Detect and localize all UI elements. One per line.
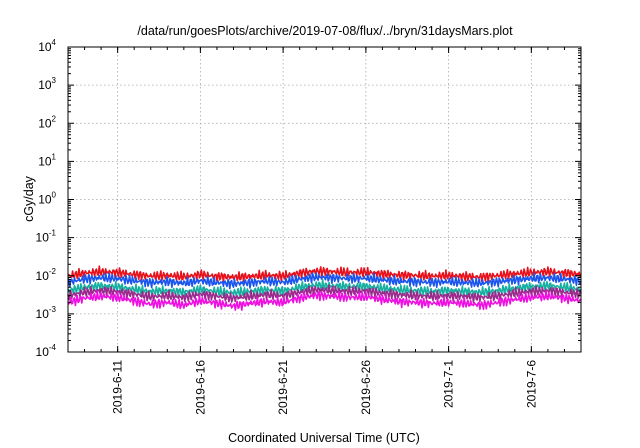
x-tick-label: 2019-6-16: [193, 360, 207, 415]
x-tick-label: 2019-6-26: [359, 360, 373, 415]
y-tick-label: 104: [38, 38, 56, 54]
y-tick-label: 102: [38, 114, 56, 130]
data-series: [67, 265, 582, 311]
y-tick-label: 103: [38, 76, 56, 92]
x-axis-ticks: 2019-6-11 2019-6-16 2019-6-21 2019-6-26 2019…: [67, 47, 582, 415]
x-tick-label: 2019-6-11: [111, 360, 125, 414]
y-axis-label: cGy/day: [22, 175, 36, 222]
y-tick-label: 10-2: [36, 267, 57, 283]
x-tick-label: 2019-7-6: [524, 360, 538, 408]
series-line: [67, 272, 582, 290]
series-line: [67, 265, 582, 283]
chart-title: /data/run/goesPlots/archive/2019-07-08/f…: [137, 24, 513, 38]
x-tick-label: 2019-7-1: [442, 360, 456, 408]
y-tick-label: 10-1: [36, 229, 57, 245]
y-axis-ticks: 10-4 10-3 10-2 10-1 100 101 102 103 104: [36, 38, 581, 359]
y-tick-label: 100: [38, 191, 56, 207]
grid-lines: [68, 47, 581, 352]
series-line: [67, 290, 582, 311]
series-line: [67, 279, 582, 298]
y-tick-label: 10-4: [36, 343, 57, 359]
x-axis-label: Coordinated Universal Time (UTC): [228, 431, 420, 445]
y-tick-label: 10-3: [36, 305, 57, 321]
x-tick-label: 2019-6-21: [276, 360, 290, 415]
y-tick-label: 101: [38, 152, 56, 168]
